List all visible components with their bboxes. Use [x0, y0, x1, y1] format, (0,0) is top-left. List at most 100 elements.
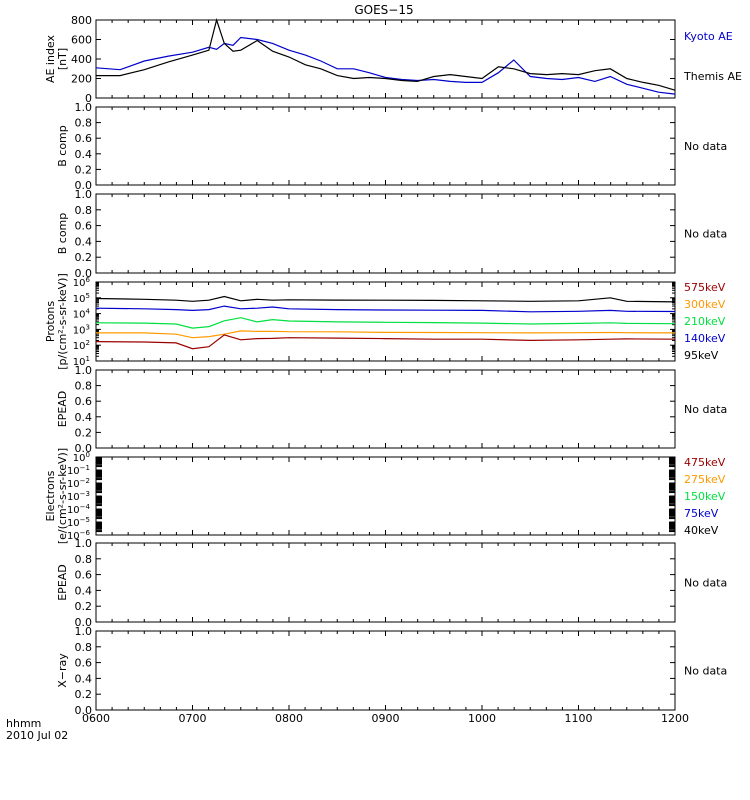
y-tick-label: 0.4	[75, 235, 93, 248]
y-axis-label: [nT]	[56, 48, 69, 70]
y-axis-label: X−ray	[56, 653, 69, 688]
panel-ae-index: 0 200 400 600 800 AE index [nT] Kyoto AE Themis …	[44, 14, 742, 105]
legend-entry: Themis AE	[683, 70, 742, 83]
y-tick-label: 1.0	[75, 537, 93, 550]
y-tick-label: 101	[73, 355, 90, 368]
series-300kev	[96, 330, 676, 339]
panel-frame	[95, 106, 676, 186]
series-210kev	[95, 317, 676, 329]
y-axis-label: B comp	[56, 213, 69, 255]
y-axis-label: AE index	[44, 34, 57, 83]
y-axis-label: B comp	[56, 125, 69, 167]
panel-frame	[95, 281, 676, 362]
legend-entry: 575keV	[684, 281, 726, 294]
y-tick-label: 0.0	[75, 704, 93, 717]
y-tick-label: 0.2	[75, 600, 93, 613]
legend-entry: 140keV	[684, 332, 726, 345]
panel-protons: 101 102 103 104 105 106 Protons [p/(cm²-s-sr-ke…	[44, 273, 726, 370]
y-tick-label: 0.4	[75, 584, 93, 597]
legend-entry: Kyoto AE	[684, 30, 733, 43]
y-tick-label: 0.8	[75, 553, 93, 566]
footer-date: 2010 Jul 02	[6, 729, 68, 742]
x-tick-label: 0600	[82, 712, 110, 725]
y-tick-label: 10−3	[67, 490, 90, 503]
y-tick-label: 100	[73, 451, 90, 464]
panel-frame	[95, 369, 676, 449]
y-tick-label: 0.6	[75, 657, 93, 670]
legend-entry: 210keV	[684, 315, 726, 328]
y-tick-label: 0.0	[75, 616, 93, 629]
time-axis: 0600 0700 0800 0900 1000 1100 1200	[82, 712, 689, 725]
y-tick-label: 0.6	[75, 569, 93, 582]
series-575kev	[95, 334, 676, 350]
series-themis-ae	[96, 17, 676, 91]
y-axis-label: EPEAD	[56, 391, 69, 428]
y-tick-label: 0.6	[75, 220, 93, 233]
y-tick-label: 1.0	[75, 364, 93, 377]
panel-x-ray: 0.0 0.2 0.4 0.6 0.8 1.0 X−ray No data	[56, 625, 727, 717]
y-tick-label: 104	[73, 308, 91, 321]
panel-b-comp: 0.0 0.2 0.4 0.6 0.8 1.0 B comp No data	[56, 188, 727, 280]
y-tick-label: 0.6	[75, 132, 93, 145]
legend-entry: 300keV	[684, 298, 726, 311]
y-tick-label: 0.8	[75, 117, 93, 130]
y-tick-label: 0.8	[75, 641, 93, 654]
no-data-label: No data	[684, 577, 727, 590]
panel-b-comp: 0.0 0.2 0.4 0.6 0.8 1.0 B comp No data	[56, 101, 727, 192]
panel-epead: 0.0 0.2 0.4 0.6 0.8 1.0 EPEAD No data	[56, 537, 727, 629]
x-tick-label: 1000	[468, 712, 496, 725]
y-tick-label: 10−4	[67, 503, 91, 516]
y-tick-label: 0.6	[75, 395, 93, 408]
y-tick-label: 0.2	[75, 688, 93, 701]
no-data-label: No data	[684, 403, 727, 416]
panel-frame	[95, 542, 676, 623]
panel-frame	[95, 456, 676, 536]
no-data-label: No data	[684, 140, 727, 153]
no-data-label: No data	[684, 228, 727, 241]
panel-frame	[95, 19, 676, 99]
y-tick-label: 0.4	[75, 411, 93, 424]
y-axis-label: Protons	[44, 301, 57, 342]
y-tick-label: 0.2	[75, 163, 93, 176]
y-tick-label: 10−1	[67, 464, 90, 477]
x-tick-label: 0800	[275, 712, 303, 725]
y-tick-label: 0.0	[75, 267, 93, 280]
chart-panels: 0 200 400 600 800 AE index [nT] Kyoto AE Themis …	[44, 14, 742, 717]
legend-entry: 75keV	[684, 507, 719, 520]
y-tick-label: 0.2	[75, 426, 93, 439]
y-tick-label: 0.0	[75, 442, 93, 455]
y-tick-label: 1.0	[75, 188, 93, 201]
legend-entry: 95keV	[684, 349, 719, 362]
y-axis-label: [p/(cm²-s-sr-keV)]	[56, 273, 69, 370]
y-tick-label: 1.0	[75, 101, 93, 114]
y-axis-label: Electrons	[44, 470, 57, 521]
y-tick-label: 105	[73, 292, 90, 305]
y-tick-label: 10−6	[67, 529, 91, 542]
panel-epead: 0.0 0.2 0.4 0.6 0.8 1.0 EPEAD No data	[56, 364, 727, 455]
y-tick-label: 0.8	[75, 380, 93, 393]
y-tick-label: 0	[85, 92, 92, 105]
y-tick-label: 200	[71, 73, 92, 86]
series-140kev	[95, 305, 676, 313]
panel-frame	[95, 193, 676, 274]
y-tick-label: 0.8	[75, 204, 93, 217]
y-tick-label: 103	[73, 323, 90, 336]
x-tick-label: 1100	[565, 712, 593, 725]
legend-entry: 475keV	[684, 456, 726, 469]
y-tick-label: 400	[71, 53, 92, 66]
y-tick-label: 0.2	[75, 251, 93, 264]
y-tick-label: 0.0	[75, 179, 93, 192]
panel-frame	[95, 630, 676, 711]
y-tick-label: 10−2	[67, 477, 90, 490]
y-axis-label: [e/(cm²-s-sr-keV)]	[56, 448, 69, 544]
legend-entry: 40keV	[684, 524, 719, 537]
y-tick-label: 102	[73, 339, 90, 352]
y-tick-label: 800	[71, 14, 92, 27]
panel-electrons: 10−610−510−410−310−210−1100 Electrons [e/(…	[44, 448, 726, 544]
y-tick-label: 106	[73, 276, 91, 289]
x-tick-label: 0900	[372, 712, 400, 725]
y-tick-label: 10−5	[67, 516, 90, 529]
y-tick-label: 600	[71, 34, 92, 47]
footer-hhmm: hhmm	[6, 717, 41, 730]
